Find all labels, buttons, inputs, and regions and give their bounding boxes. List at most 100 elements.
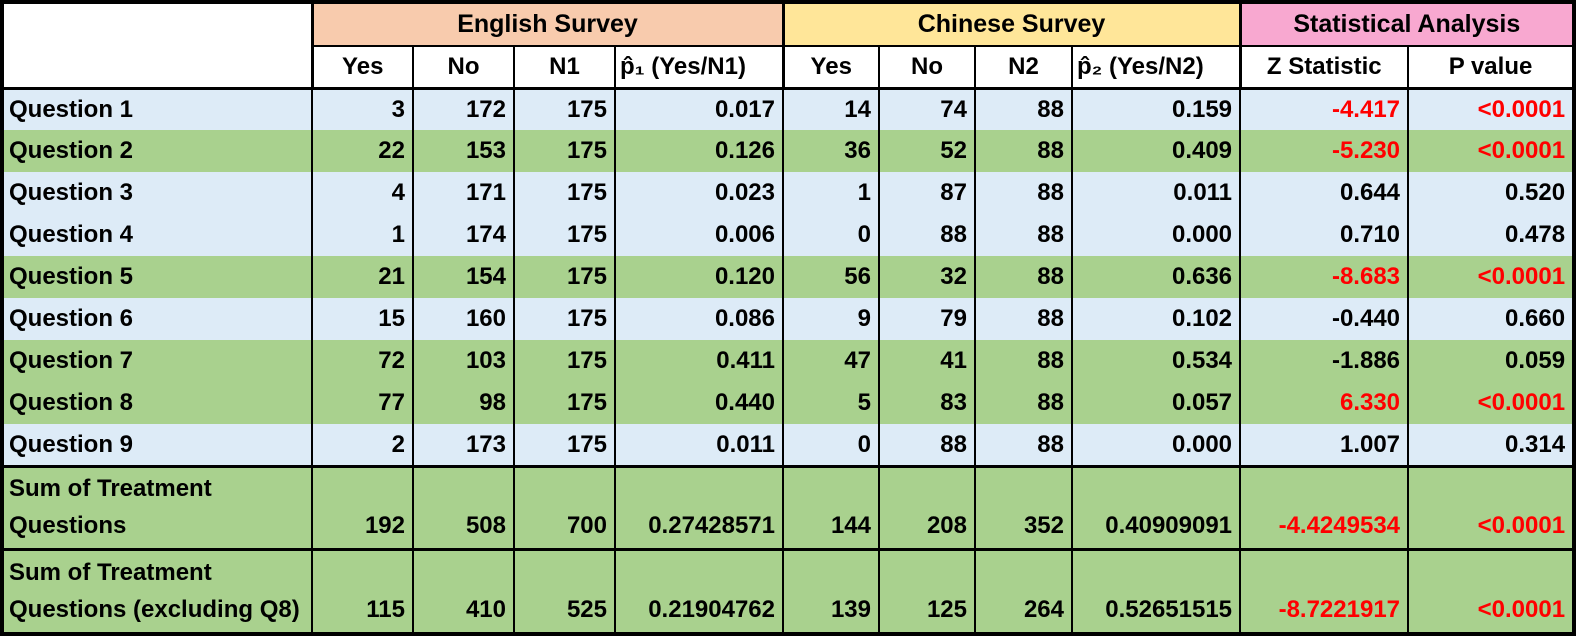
row-label: Sum of Treatment Questions (excluding Q8…	[9, 558, 300, 623]
cell: 0.006	[614, 214, 783, 257]
cell: 36	[782, 130, 879, 173]
cell: 175	[513, 424, 615, 467]
cell: 153	[412, 130, 514, 173]
row-label: Question 7	[9, 347, 134, 375]
cell: 88	[974, 424, 1072, 467]
cell: 175	[513, 130, 615, 173]
cell: 88	[974, 256, 1072, 299]
cell: 0.102	[1070, 298, 1241, 341]
cell: -0.440	[1239, 298, 1409, 341]
col-header-yes-chinese: Yes	[781, 46, 879, 90]
cell: 0.011	[614, 424, 783, 467]
cell: 175	[513, 88, 615, 131]
cell: 0.086	[614, 298, 783, 341]
cell: 1	[311, 214, 413, 257]
cell: 88	[974, 88, 1072, 131]
cell: 0.120	[614, 256, 783, 299]
corner-cell	[4, 4, 312, 90]
row-label: Question 3	[9, 179, 134, 207]
table-row: Sum of Treatment Questions (excluding Q8…	[4, 549, 1573, 632]
cell: 264	[974, 549, 1072, 632]
group-header-chinese-survey: Chinese Survey	[781, 4, 1241, 47]
cell: 0.000	[1070, 424, 1241, 467]
cell: 0	[782, 214, 879, 257]
cell: 88	[974, 214, 1072, 257]
cell: 88	[974, 298, 1072, 341]
cell: 87	[878, 172, 975, 215]
cell: 0.411	[614, 340, 783, 383]
cell: 525	[513, 549, 615, 632]
cell: 9	[782, 298, 879, 341]
group-header-statistical-analysis: Statistical Analysis	[1238, 4, 1573, 47]
col-header-no-english: No	[412, 46, 514, 90]
cell: 88	[974, 172, 1072, 215]
cell: 0.059	[1407, 340, 1573, 383]
cell: 139	[782, 549, 879, 632]
col-header-n1: N1	[513, 46, 615, 90]
cell: 56	[782, 256, 879, 299]
cell: <0.0001	[1407, 88, 1573, 131]
col-header-no-chinese: No	[878, 46, 975, 90]
table-row: Question 1 3 172 175 0.017 14 74 88 0.159 -4.417 <…	[4, 88, 1573, 131]
cell: 172	[412, 88, 514, 131]
cell: 88	[974, 340, 1072, 383]
cell: 144	[782, 466, 879, 550]
group-header-english-survey: English Survey	[310, 4, 783, 47]
row-label: Question 9	[9, 430, 134, 458]
cell: 0.520	[1407, 172, 1573, 215]
row-label: Question 6	[9, 305, 134, 333]
col-header-z-statistic: Z Statistic	[1238, 46, 1409, 90]
cell: 175	[513, 298, 615, 341]
table-row: Question 9 2 173 175 0.011 0 88 88 0.000 1.007 0.3…	[4, 424, 1573, 467]
cell: 0.314	[1407, 424, 1573, 467]
cell: 208	[878, 466, 975, 550]
cell: 175	[513, 172, 615, 215]
cell: 5	[782, 382, 879, 425]
cell: 88	[974, 382, 1072, 425]
col-header-p1-hat: p̂₁ (Yes/N1)	[614, 46, 783, 90]
cell: 88	[878, 214, 975, 257]
cell: 175	[513, 214, 615, 257]
col-header-n2: N2	[974, 46, 1072, 90]
cell: 0.478	[1407, 214, 1573, 257]
cell: 77	[311, 382, 413, 425]
cell: 98	[412, 382, 514, 425]
cell: 352	[974, 466, 1072, 550]
cell: 0.534	[1070, 340, 1241, 383]
cell: 174	[412, 214, 514, 257]
cell: 410	[412, 549, 514, 632]
col-header-p2-hat: p̂₂ (Yes/N2)	[1070, 46, 1241, 90]
cell: 0.017	[614, 88, 783, 131]
cell: 83	[878, 382, 975, 425]
cell: <0.0001	[1407, 549, 1573, 632]
cell: 1.007	[1239, 424, 1409, 467]
cell: 74	[878, 88, 975, 131]
cell: 2	[311, 424, 413, 467]
cell: 22	[311, 130, 413, 173]
cell: 508	[412, 466, 514, 550]
cell: 72	[311, 340, 413, 383]
group-header-row: English Survey Chinese Survey Statistica…	[4, 4, 1573, 90]
cell: 171	[412, 172, 514, 215]
cell: <0.0001	[1407, 382, 1573, 425]
cell: <0.0001	[1407, 130, 1573, 173]
cell: 0.440	[614, 382, 783, 425]
cell: <0.0001	[1407, 466, 1573, 550]
row-label: Sum of Treatment Questions	[9, 474, 212, 540]
cell: -5.230	[1239, 130, 1409, 173]
cell: 88	[878, 424, 975, 467]
cell: 4	[311, 172, 413, 215]
cell: <0.0001	[1407, 256, 1573, 299]
cell: 52	[878, 130, 975, 173]
cell: 103	[412, 340, 514, 383]
table-row: Question 3 4 171 175 0.023 1 87 88 0.011 0.644 0.5…	[4, 172, 1573, 215]
cell: 0.159	[1070, 88, 1241, 131]
cell: 192	[311, 466, 413, 550]
row-label: Question 4	[9, 221, 134, 249]
cell: 0.660	[1407, 298, 1573, 341]
cell: 0.023	[614, 172, 783, 215]
cell: 0.21904762	[614, 549, 783, 632]
cell: 0.000	[1070, 214, 1241, 257]
cell: 32	[878, 256, 975, 299]
